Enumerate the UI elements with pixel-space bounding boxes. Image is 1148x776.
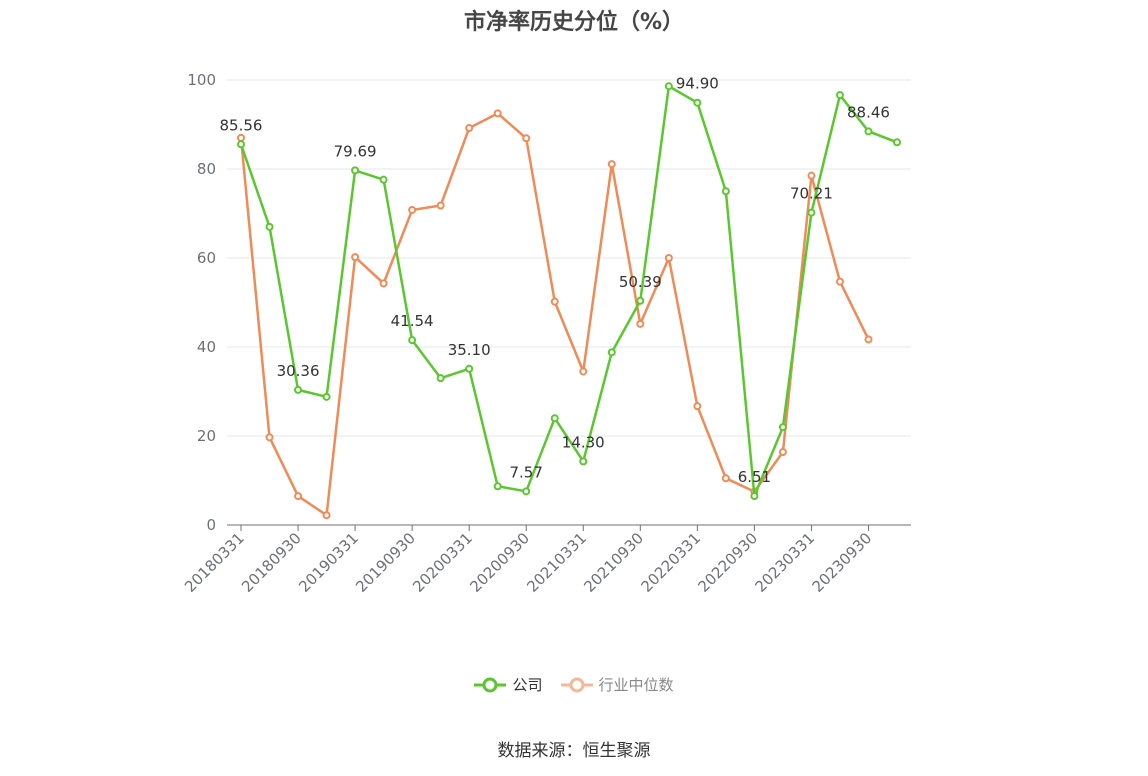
- legend: 公司 行业中位数: [0, 674, 1148, 695]
- y-tick-label: 100: [187, 71, 216, 89]
- industry-series-point: [864, 335, 873, 344]
- company-series-point: [408, 336, 417, 345]
- legend-item-industry[interactable]: 行业中位数: [560, 674, 674, 695]
- series-layer: [237, 82, 901, 520]
- company-series-point: [522, 487, 531, 496]
- data-label: 6.51: [738, 468, 771, 486]
- industry-series-point: [607, 160, 616, 169]
- company-series-point: [864, 127, 873, 136]
- industry-series-point: [351, 253, 360, 262]
- company-series-point: [579, 457, 588, 466]
- x-tick-label: 20230331: [752, 529, 819, 596]
- legend-company-label: 公司: [512, 676, 543, 694]
- industry-series-point: [465, 124, 474, 133]
- data-label: 85.56: [220, 116, 263, 134]
- legend-item-company[interactable]: 公司: [474, 674, 543, 695]
- industry-series-point: [835, 277, 844, 286]
- source-note: 数据来源：恒生聚源: [497, 741, 651, 761]
- legend-company-icon: [474, 677, 507, 692]
- company-series-point: [294, 385, 303, 394]
- y-tick-label: 20: [197, 427, 216, 445]
- data-label-layer: 85.56 30.36 79.69 41.54 35.10 7.57 14.30 50.39 9…: [220, 75, 890, 486]
- company-series-point: [322, 392, 331, 401]
- company-series-point: [265, 222, 274, 231]
- company-series-point: [351, 166, 360, 175]
- y-tick-label: 80: [197, 160, 216, 178]
- company-series-point: [493, 482, 502, 491]
- x-tick-label: 20220930: [694, 529, 761, 596]
- industry-series-point: [522, 134, 531, 143]
- company-series-point: [835, 91, 844, 100]
- company-series-point: [550, 414, 559, 423]
- company-series-point: [750, 492, 759, 501]
- industry-series-point: [636, 319, 645, 328]
- industry-series-point: [294, 492, 303, 501]
- y-tick-label: 0: [206, 516, 216, 534]
- company-series-point: [721, 187, 730, 196]
- data-label: 88.46: [847, 103, 890, 121]
- data-label: 30.36: [277, 362, 320, 380]
- industry-series-point: [693, 402, 702, 411]
- company-series-point: [465, 364, 474, 373]
- industry-series-point: [265, 433, 274, 442]
- axis-layer: 0 20 40 60 80 100 2018033120180930201903312019…: [181, 71, 911, 596]
- chart-title: 市净率历史分位（%）: [463, 10, 685, 35]
- x-tick-label: 20180930: [238, 529, 305, 596]
- x-tick-label: 20190930: [352, 529, 419, 596]
- data-label: 70.21: [790, 185, 833, 203]
- data-label: 79.69: [334, 142, 377, 160]
- company-series-point: [379, 175, 388, 184]
- industry-series-point: [408, 205, 417, 214]
- x-tick-label: 20230930: [809, 529, 876, 596]
- industry-series-line: [239, 112, 870, 517]
- industry-series-point: [807, 171, 816, 180]
- company-series-point: [807, 208, 816, 217]
- legend-industry-icon: [560, 677, 593, 692]
- company-series-point: [778, 423, 787, 432]
- data-label: 94.90: [676, 75, 719, 93]
- legend-industry-label: 行业中位数: [598, 676, 674, 694]
- x-tick-label: 20190331: [295, 529, 362, 596]
- grid-layer: [227, 79, 911, 437]
- industry-series-point: [493, 109, 502, 118]
- data-label: 50.39: [619, 273, 662, 291]
- company-series-line: [239, 84, 898, 498]
- y-tick-label: 60: [197, 249, 216, 267]
- x-tick-label: 20200331: [409, 529, 476, 596]
- x-tick-label: 20180331: [181, 529, 248, 596]
- company-series-point: [664, 82, 673, 91]
- data-label: 41.54: [391, 312, 434, 330]
- y-tick-label: 40: [197, 338, 216, 356]
- industry-series-point: [237, 133, 245, 142]
- company-series-point: [893, 138, 901, 147]
- data-label: 35.10: [448, 341, 491, 359]
- company-series-point: [607, 348, 616, 357]
- industry-series-point: [778, 448, 787, 457]
- company-series-point: [636, 296, 645, 305]
- company-series-point: [693, 98, 702, 107]
- industry-series-point: [664, 254, 673, 262]
- company-series-point: [237, 140, 245, 149]
- x-tick-label: 20200930: [466, 529, 533, 596]
- x-tick-label: 20220331: [637, 529, 704, 596]
- company-series-point: [436, 374, 445, 383]
- industry-series-point: [322, 511, 331, 520]
- x-tick-label: 20210930: [580, 529, 647, 596]
- data-label: 14.30: [562, 433, 605, 451]
- industry-series-point: [579, 367, 588, 376]
- industry-series-point: [550, 297, 559, 306]
- line-chart: 0 20 40 60 80 100 2018033120180930201903312019…: [181, 71, 911, 596]
- industry-series-point: [721, 474, 730, 483]
- data-label: 7.57: [510, 463, 543, 481]
- x-tick-label: 20210331: [523, 529, 590, 596]
- industry-series-point: [436, 201, 445, 210]
- industry-series-point: [379, 279, 388, 288]
